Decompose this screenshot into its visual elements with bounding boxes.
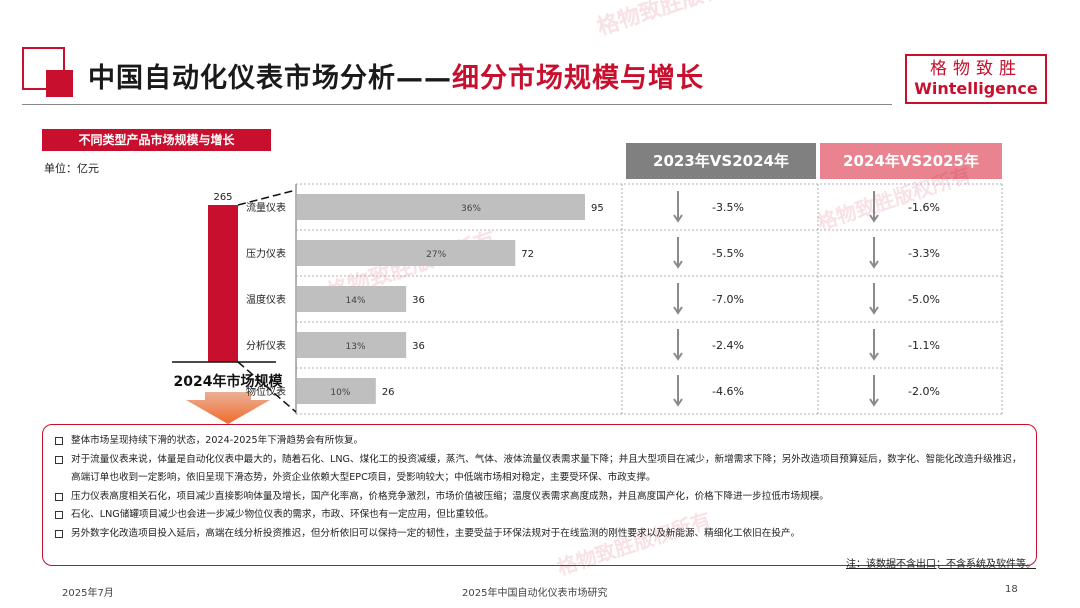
share-label: 14% (346, 296, 366, 306)
down-arrow-icon-head (869, 398, 879, 407)
page-title: 中国自动化仪表市场分析——细分市场规模与增长 (88, 56, 704, 95)
column-header-2023-vs-2024: 2023年VS2024年 (626, 143, 816, 179)
segment-bar (297, 332, 407, 358)
total-value-label: 265 (213, 192, 232, 203)
down-arrow-icon-head (673, 214, 683, 223)
connector-line (237, 361, 297, 413)
logo-square-outline (22, 47, 65, 90)
share-label: 13% (346, 342, 366, 352)
down-arrow-shape (186, 392, 270, 424)
title-main: 中国自动化仪表市场分析—— (88, 63, 452, 94)
brand-en: Wintelligence (914, 79, 1038, 98)
growth-value: -3.3% (908, 247, 940, 260)
category-label: 压力仪表 (246, 247, 286, 260)
chart-subtitle: 不同类型产品市场规模与增长 (42, 129, 271, 151)
segment-bar (297, 286, 407, 312)
title-accent: 细分市场规模与增长 (452, 63, 704, 94)
share-label: 27% (426, 250, 446, 260)
segment-bar (297, 240, 516, 266)
category-label: 物位仪表 (246, 385, 286, 398)
down-arrow-icon-head (869, 306, 879, 315)
column-header-2024-vs-2025: 2024年VS2025年 (820, 143, 1002, 179)
connector-line (237, 189, 297, 206)
growth-value: -4.6% (712, 385, 744, 398)
page-number: 18 (1005, 584, 1018, 595)
growth-value: -5.0% (908, 293, 940, 306)
growth-value: -2.0% (908, 385, 940, 398)
note-item: 另外数字化改造项目投入延后，高端在线分析投资推迟，但分析依旧可以保持一定的韧性，… (55, 525, 1026, 544)
unit-label: 单位：亿元 (44, 162, 99, 175)
value-label: 36 (412, 341, 425, 352)
footer-doc-title: 2025年中国自动化仪表市场研究 (462, 588, 608, 599)
segment-bar (297, 378, 376, 404)
share-label: 36% (461, 204, 481, 214)
note-item: 整体市场呈现持续下滑的状态，2024-2025年下滑趋势会有所恢复。 (55, 432, 1026, 451)
title-divider (22, 104, 892, 105)
note-item: 对于流量仪表来说，体量是自动化仪表中最大的，随着石化、LNG、煤化工的投资减缓，… (55, 451, 1026, 488)
growth-value: -7.0% (712, 293, 744, 306)
brand-logo: 格物致胜 Wintelligence (905, 54, 1047, 104)
down-arrow-icon-head (869, 352, 879, 361)
growth-value: -1.6% (908, 201, 940, 214)
total-category-label: 2024年市场规模 (174, 373, 284, 390)
notes-box: 整体市场呈现持续下滑的状态，2024-2025年下滑趋势会有所恢复。 对于流量仪… (42, 424, 1037, 566)
down-arrow-icon-head (673, 398, 683, 407)
value-label: 26 (382, 387, 395, 398)
value-label: 72 (521, 249, 534, 260)
category-label: 温度仪表 (246, 293, 286, 306)
value-label: 95 (591, 203, 604, 214)
category-label: 分析仪表 (246, 339, 286, 352)
note-item: 压力仪表高度相关石化，项目减少直接影响体量及增长，国产化率高，价格竞争激烈，市场… (55, 488, 1026, 507)
footer-date: 2025年7月 (62, 588, 114, 599)
growth-value: -1.1% (908, 339, 940, 352)
watermark-text: 格物致胜版权所有 (594, 0, 769, 41)
down-arrow-icon-head (673, 352, 683, 361)
down-arrow-icon-head (869, 260, 879, 269)
down-arrow-icon-head (673, 260, 683, 269)
share-label: 10% (330, 388, 350, 398)
growth-value: -3.5% (712, 201, 744, 214)
watermark-text: 格物致胜版权所有 (814, 162, 974, 234)
note-item: 石化、LNG储罐项目减少也会进一步减少物位仪表的需求，市政、环保也有一定应用，但… (55, 506, 1026, 525)
total-bar (208, 205, 238, 362)
logo-square-filled (46, 70, 73, 97)
down-arrow-icon-head (673, 306, 683, 315)
down-arrow-icon-head (869, 214, 879, 223)
category-label: 流量仪表 (246, 201, 286, 214)
growth-value: -5.5% (712, 247, 744, 260)
segment-bar (297, 194, 585, 220)
value-label: 36 (412, 295, 425, 306)
growth-value: -2.4% (712, 339, 744, 352)
brand-cn: 格物致胜 (930, 59, 1022, 79)
footnote: 注：该数据不含出口；不含系统及软件等。 (846, 559, 1036, 570)
